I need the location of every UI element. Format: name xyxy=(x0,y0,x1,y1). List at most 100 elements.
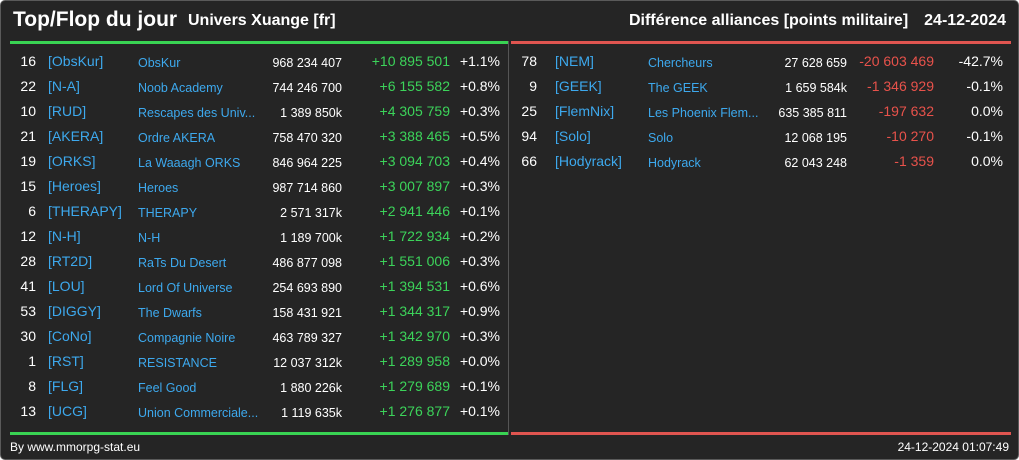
alliance-rank: 10 xyxy=(20,103,36,119)
percent-change: +0.6% xyxy=(459,278,500,294)
points-delta: +1 344 317 xyxy=(379,303,450,319)
list-item: 16 [ObsKur] ObsKur 968 234 407 +10 895 501 +1… xyxy=(10,49,508,74)
alliance-rank: 19 xyxy=(20,153,36,169)
alliance-tag-link[interactable]: [RT2D] xyxy=(48,253,93,269)
alliance-rank: 8 xyxy=(28,378,36,394)
alliance-points: 2 571 317k xyxy=(280,206,342,220)
percent-change: 0.0% xyxy=(971,153,1003,169)
alliance-tag-link[interactable]: [Solo] xyxy=(555,128,591,144)
percent-change: +0.2% xyxy=(459,228,500,244)
percent-change: -0.1% xyxy=(966,78,1003,94)
points-delta: +6 155 582 xyxy=(379,78,450,94)
list-item: 28 [RT2D] RaTs Du Desert 486 877 098 +1 551 … xyxy=(10,249,508,274)
alliance-tag-link[interactable]: [AKERA] xyxy=(48,128,104,144)
alliance-tag-link[interactable]: [UCG] xyxy=(48,403,87,419)
alliance-points: 968 234 407 xyxy=(272,56,342,70)
alliance-tag-link[interactable]: [FlemNix] xyxy=(555,103,615,119)
alliance-tag-link[interactable]: [CoNo] xyxy=(48,328,92,344)
flop-accent-bar-bottom xyxy=(511,432,1011,435)
points-delta: +1 289 958 xyxy=(379,353,450,369)
header-right: Différence alliances [points militaire] … xyxy=(629,12,1006,30)
universe-label: Univers Xuange [fr] xyxy=(188,12,336,29)
footer-timestamp: 24-12-2024 01:07:49 xyxy=(897,440,1009,454)
list-item: 9 [GEEK] The GEEK 1 659 584k -1 346 929 -0.1% xyxy=(511,74,1011,99)
alliance-tag-link[interactable]: [NEM] xyxy=(555,53,594,69)
list-item: 25 [FlemNix] Les Phoenix Flem... 635 385 81… xyxy=(511,99,1011,124)
alliance-tag-link[interactable]: [N-H] xyxy=(48,228,81,244)
header: Top/Flop du jour Univers Xuange [fr] Dif… xyxy=(1,1,1018,41)
list-item: 12 [N-H] N-H 1 189 700k +1 722 934 +0.2% xyxy=(10,224,508,249)
list-item: 21 [AKERA] Ordre AKERA 758 470 320 +3 388 46… xyxy=(10,124,508,149)
points-delta: +4 305 759 xyxy=(379,103,450,119)
top-accent-bar-bottom xyxy=(10,432,508,435)
list-item: 19 [ORKS] La Waaagh ORKS 846 964 225 +3 094 … xyxy=(10,149,508,174)
flop-accent-bar xyxy=(511,41,1011,44)
list-item: 66 [Hodyrack] Hodyrack 62 043 248 -1 359 0.0% xyxy=(511,149,1011,174)
alliance-tag-link[interactable]: [GEEK] xyxy=(555,78,602,94)
top-panel: 16 [ObsKur] ObsKur 968 234 407 +10 895 501 +1… xyxy=(10,41,509,435)
alliance-tag-link[interactable]: [RUD] xyxy=(48,103,87,119)
alliance-points: 463 789 327 xyxy=(272,331,342,345)
points-delta: +1 722 934 xyxy=(379,228,450,244)
page-title: Top/Flop du jour xyxy=(13,8,178,31)
alliance-rank: 9 xyxy=(529,78,537,94)
alliance-points: 1 119 635k xyxy=(281,406,342,420)
percent-change: +0.0% xyxy=(459,353,500,369)
alliance-rank: 21 xyxy=(20,128,36,144)
alliance-tag-link[interactable]: [ObsKur] xyxy=(48,53,104,69)
alliance-tag-link[interactable]: [ORKS] xyxy=(48,153,96,169)
list-item: 22 [N-A] Noob Academy 744 246 700 +6 155 582… xyxy=(10,74,508,99)
alliance-points: 12 068 195 xyxy=(784,131,847,145)
points-delta: +3 388 465 xyxy=(379,128,450,144)
alliance-tag-link[interactable]: [FLG] xyxy=(48,378,84,394)
alliance-rank: 12 xyxy=(20,228,36,244)
alliance-rank: 22 xyxy=(20,78,36,94)
flop-list: 78 [NEM] Chercheurs 27 628 659 -20 603 469 -4… xyxy=(511,49,1011,174)
alliance-tag-link[interactable]: [N-A] xyxy=(48,78,80,94)
alliance-rank: 13 xyxy=(20,403,36,419)
percent-change: -0.1% xyxy=(966,128,1003,144)
points-delta: +1 279 689 xyxy=(379,378,450,394)
alliance-rank: 28 xyxy=(20,253,36,269)
alliance-tag-link[interactable]: [THERAPY] xyxy=(48,203,122,219)
header-date: 24-12-2024 xyxy=(924,12,1006,29)
alliance-rank: 25 xyxy=(521,103,537,119)
alliance-points: 254 693 890 xyxy=(272,281,342,295)
percent-change: +0.5% xyxy=(459,128,500,144)
alliance-rank: 53 xyxy=(20,303,36,319)
list-item: 13 [UCG] Union Commerciale... 1 119 635k +1 … xyxy=(10,399,508,424)
alliance-points: 987 714 860 xyxy=(272,181,342,195)
list-item: 94 [Solo] Solo 12 068 195 -10 270 -0.1% xyxy=(511,124,1011,149)
top-accent-bar xyxy=(10,41,508,44)
list-item: 8 [FLG] Feel Good 1 880 226k +1 279 689 +0.1% xyxy=(10,374,508,399)
alliance-tag-link[interactable]: [LOU] xyxy=(48,278,85,294)
percent-change: +0.3% xyxy=(459,328,500,344)
footer-credit: By www.mmorpg-stat.eu xyxy=(10,440,141,454)
points-delta: +1 342 970 xyxy=(379,328,450,344)
alliance-rank: 6 xyxy=(28,203,36,219)
percent-change: +0.1% xyxy=(459,403,500,419)
points-delta: +1 551 006 xyxy=(379,253,450,269)
alliance-tag-link[interactable]: [DIGGY] xyxy=(48,303,101,319)
points-delta: +1 276 877 xyxy=(379,403,450,419)
alliance-points: 1 189 700k xyxy=(280,231,342,245)
points-delta: +3 094 703 xyxy=(379,153,450,169)
alliance-points: 62 043 248 xyxy=(784,156,847,170)
list-item: 6 [THERAPY] THERAPY 2 571 317k +2 941 446 +0.… xyxy=(10,199,508,224)
category-label: Différence alliances [points militaire] xyxy=(628,12,909,29)
points-delta: +10 895 501 xyxy=(371,53,450,69)
alliance-rank: 94 xyxy=(521,128,537,144)
points-delta: +1 394 531 xyxy=(379,278,450,294)
alliance-rank: 66 xyxy=(521,153,537,169)
alliance-tag-link[interactable]: [Heroes] xyxy=(48,178,101,194)
list-item: 30 [CoNo] Compagnie Noire 463 789 327 +1 342… xyxy=(10,324,508,349)
alliance-tag-link[interactable]: [Hodyrack] xyxy=(555,153,622,169)
list-item: 78 [NEM] Chercheurs 27 628 659 -20 603 469 -4… xyxy=(511,49,1011,74)
alliance-points: 158 431 921 xyxy=(272,306,342,320)
list-item: 1 [RST] RESISTANCE 12 037 312k +1 289 958 +0.… xyxy=(10,349,508,374)
points-delta: -20 603 469 xyxy=(859,53,934,69)
alliance-points: 744 246 700 xyxy=(272,81,342,95)
alliance-points: 758 470 320 xyxy=(272,131,342,145)
alliance-tag-link[interactable]: [RST] xyxy=(48,353,84,369)
